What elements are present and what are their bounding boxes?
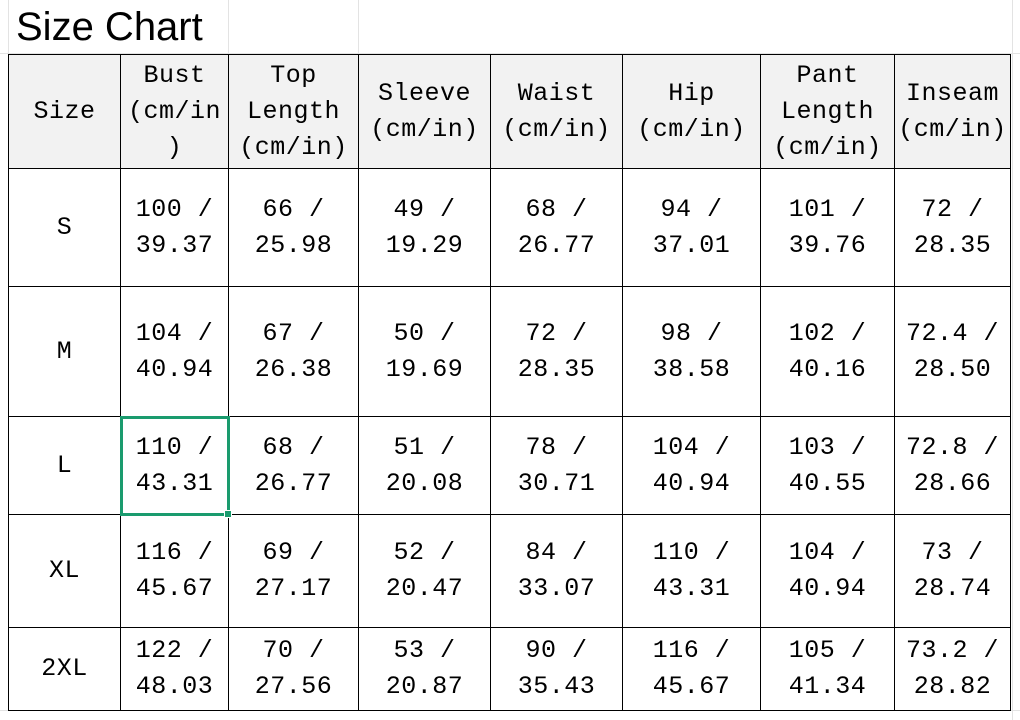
measurement-cell[interactable]: 116 / 45.67 xyxy=(121,515,229,628)
sheet-title[interactable]: Size Chart xyxy=(16,5,203,49)
gridline xyxy=(1012,0,1013,720)
measurement-cell[interactable]: 104 / 40.94 xyxy=(121,287,229,417)
header-cell[interactable]: Sleeve (cm/in) xyxy=(359,55,491,169)
measurement-cell[interactable]: 101 / 39.76 xyxy=(761,169,895,287)
measurement-cell[interactable]: 68 / 26.77 xyxy=(491,169,623,287)
measurement-cell[interactable]: 110 / 43.31 xyxy=(623,515,761,628)
measurement-cell[interactable]: 84 / 33.07 xyxy=(491,515,623,628)
measurement-cell[interactable]: 72.4 / 28.50 xyxy=(895,287,1011,417)
measurement-cell[interactable]: 70 / 27.56 xyxy=(229,628,359,711)
measurement-cell[interactable]: 68 / 26.77 xyxy=(229,417,359,515)
size-label-cell[interactable]: L xyxy=(9,417,121,515)
measurement-cell[interactable]: 102 / 40.16 xyxy=(761,287,895,417)
measurement-cell[interactable]: 103 / 40.55 xyxy=(761,417,895,515)
measurement-cell[interactable]: 52 / 20.47 xyxy=(359,515,491,628)
measurement-cell[interactable]: 100 / 39.37 xyxy=(121,169,229,287)
measurement-cell[interactable]: 49 / 19.29 xyxy=(359,169,491,287)
header-cell[interactable]: Inseam (cm/in) xyxy=(895,55,1011,169)
header-cell[interactable]: Waist (cm/in) xyxy=(491,55,623,169)
measurement-cell[interactable]: 69 / 27.17 xyxy=(229,515,359,628)
header-cell[interactable]: Size xyxy=(9,55,121,169)
measurement-cell[interactable]: 94 / 37.01 xyxy=(623,169,761,287)
measurement-cell[interactable]: 72.8 / 28.66 xyxy=(895,417,1011,515)
measurement-cell[interactable]: 122 / 48.03 xyxy=(121,628,229,711)
measurement-cell[interactable]: 104 / 40.94 xyxy=(761,515,895,628)
measurement-cell[interactable]: 53 / 20.87 xyxy=(359,628,491,711)
measurement-cell[interactable]: 116 / 45.67 xyxy=(623,628,761,711)
measurement-cell[interactable]: 50 / 19.69 xyxy=(359,287,491,417)
measurement-cell[interactable]: 78 / 30.71 xyxy=(491,417,623,515)
measurement-cell[interactable]: 51 / 20.08 xyxy=(359,417,491,515)
measurement-cell[interactable]: 73 / 28.74 xyxy=(895,515,1011,628)
gridline xyxy=(358,0,359,54)
size-label-cell[interactable]: S xyxy=(9,169,121,287)
measurement-cell[interactable]: 72 / 28.35 xyxy=(895,169,1011,287)
size-label-cell[interactable]: 2XL xyxy=(9,628,121,711)
gridline xyxy=(228,0,229,54)
measurement-cell[interactable]: 66 / 25.98 xyxy=(229,169,359,287)
measurement-cell[interactable]: 104 / 40.94 xyxy=(623,417,761,515)
size-label-cell[interactable]: XL xyxy=(9,515,121,628)
measurement-cell[interactable]: 105 / 41.34 xyxy=(761,628,895,711)
measurement-cell[interactable]: 98 / 38.58 xyxy=(623,287,761,417)
header-cell[interactable]: Bust (cm/in ) xyxy=(121,55,229,169)
measurement-cell[interactable]: 110 / 43.31 xyxy=(120,416,232,518)
header-cell[interactable]: Top Length (cm/in) xyxy=(229,55,359,169)
header-cell[interactable]: Hip (cm/in) xyxy=(623,55,761,169)
measurement-cell[interactable]: 67 / 26.38 xyxy=(229,287,359,417)
header-cell[interactable]: Pant Length (cm/in) xyxy=(761,55,895,169)
gridline xyxy=(8,0,9,54)
measurement-cell[interactable]: 73.2 / 28.82 xyxy=(895,628,1011,711)
measurement-cell[interactable]: 72 / 28.35 xyxy=(491,287,623,417)
size-label-cell[interactable]: M xyxy=(9,287,121,417)
size-chart-table: Size Bust (cm/in ) Top Length (cm/in) Sleev… xyxy=(8,54,1011,711)
measurement-cell[interactable]: 90 / 35.43 xyxy=(491,628,623,711)
gridline xyxy=(0,53,1020,54)
